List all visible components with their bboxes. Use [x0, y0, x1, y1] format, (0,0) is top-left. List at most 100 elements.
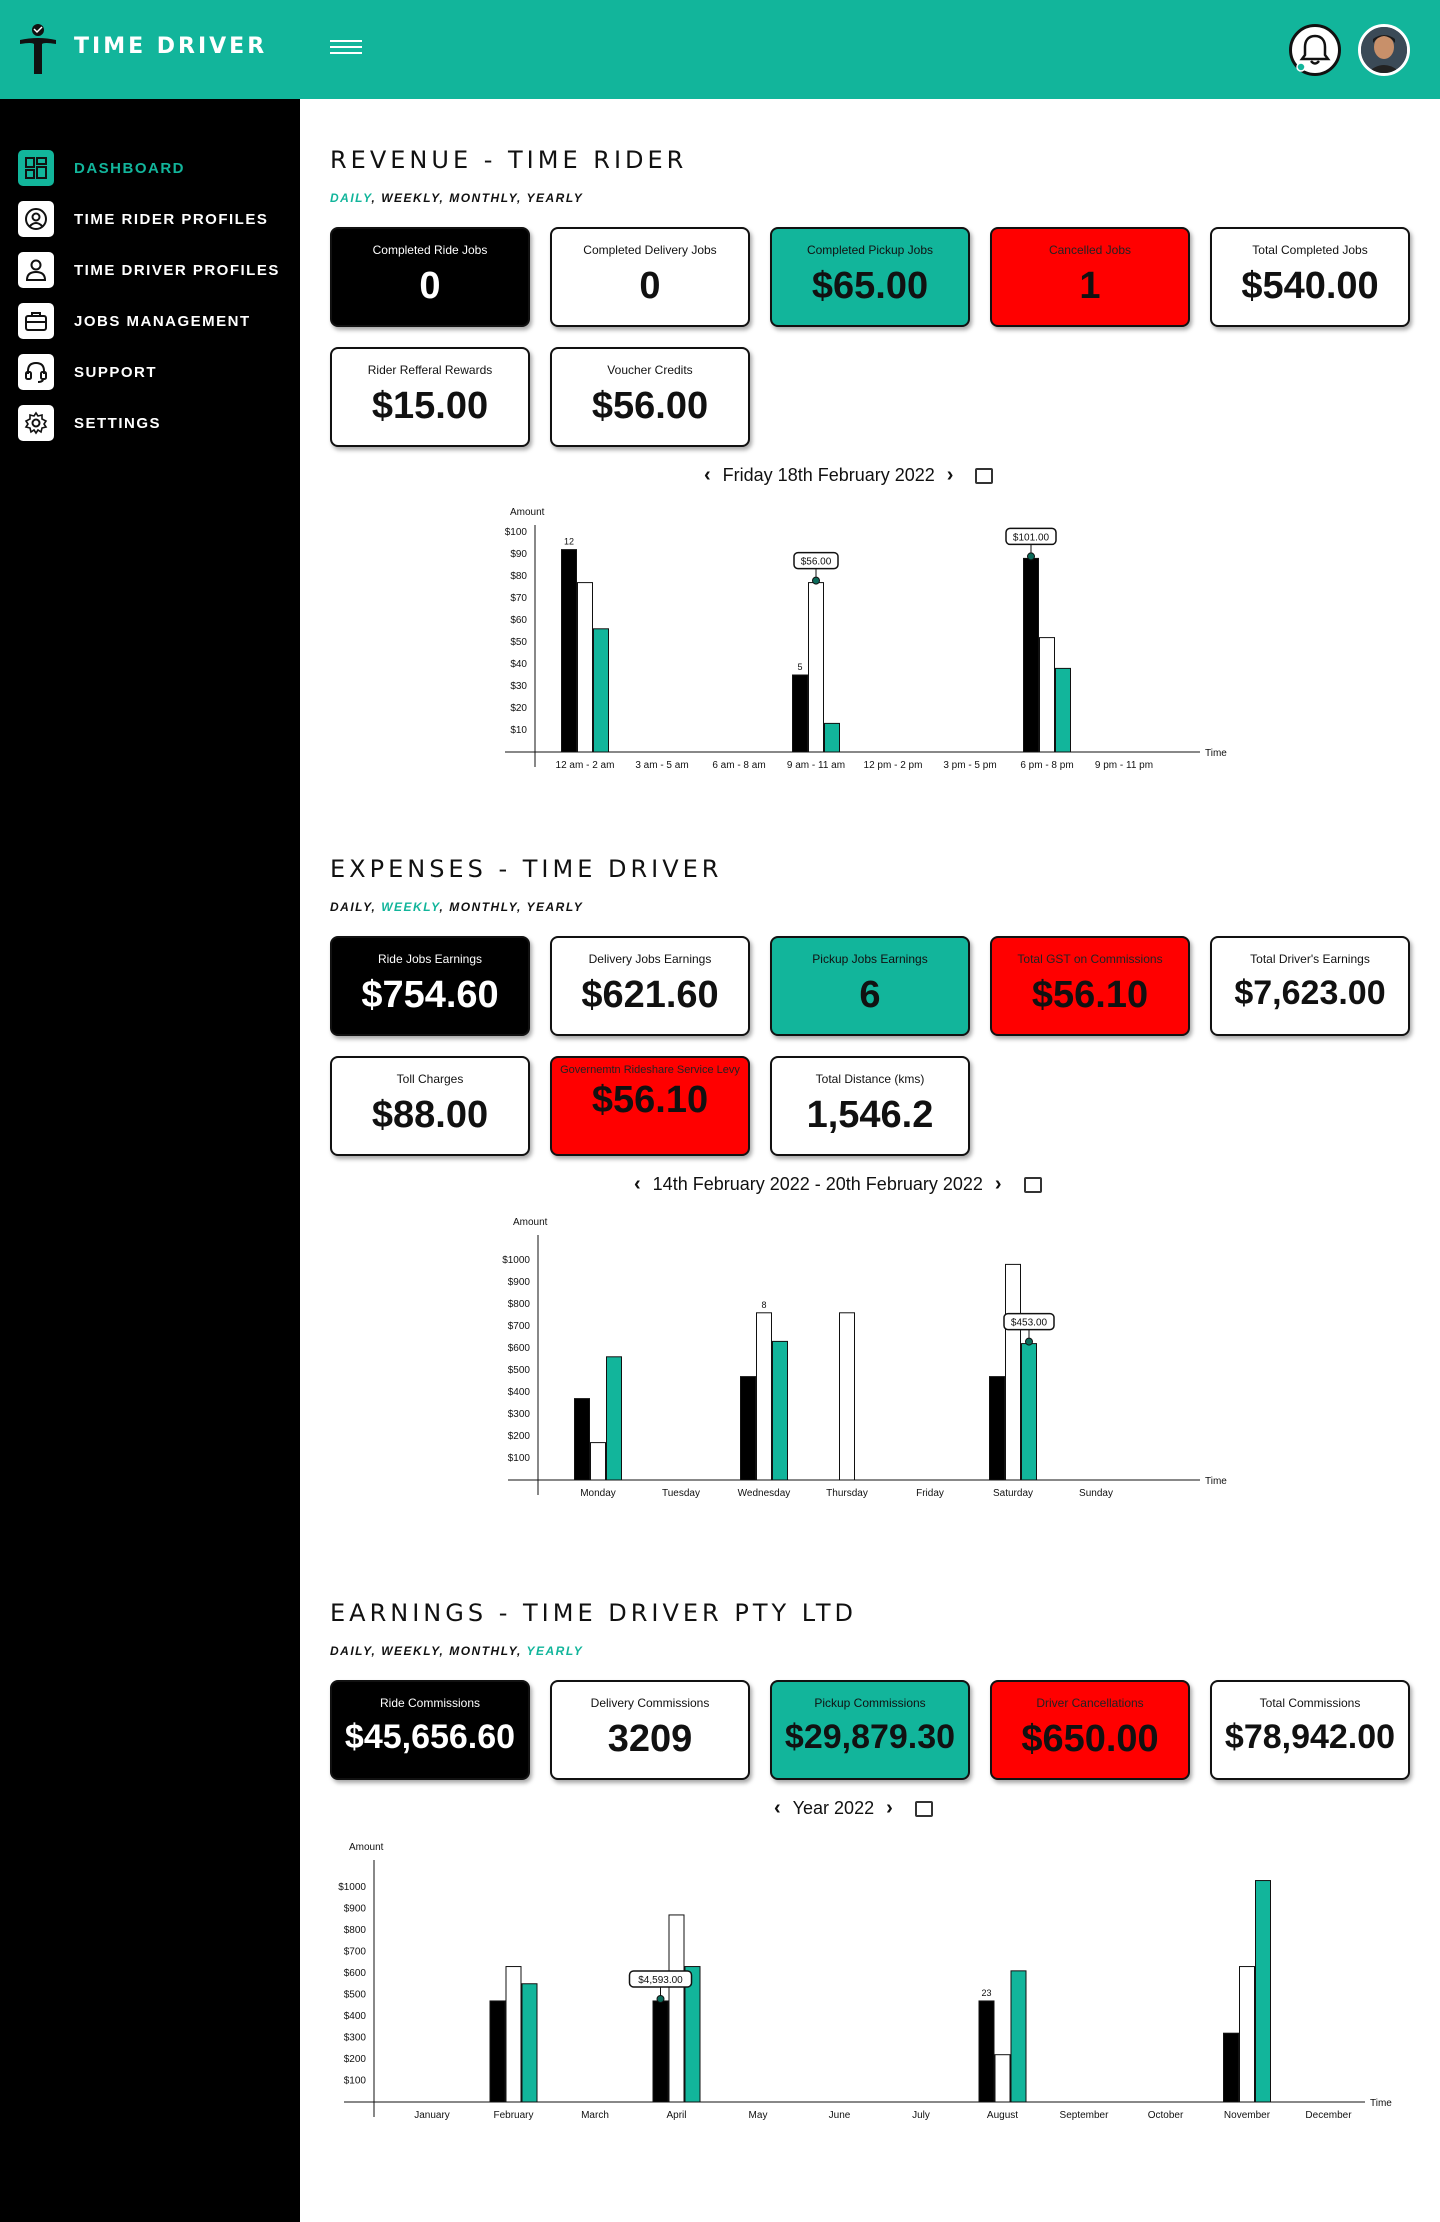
user-avatar[interactable] [1358, 24, 1410, 76]
prev-date-button[interactable]: ‹ [704, 464, 711, 486]
y-tick-label: $500 [344, 1990, 367, 2001]
prev-date-button[interactable]: ‹ [774, 1797, 781, 1819]
sidebar-item-time-rider-profiles[interactable]: TIME RIDER PROFILES [18, 201, 288, 237]
card-label: Driver Cancellations [1036, 1696, 1144, 1710]
hamburger-icon[interactable] [330, 40, 362, 58]
avatar-icon [1361, 27, 1407, 73]
x-tick-label: Monday [580, 1488, 616, 1499]
chart-bar [808, 582, 824, 753]
pickup-commissions-card[interactable]: Pickup Commissions $29,879.30 [770, 1680, 970, 1780]
period-daily[interactable]: DAILY [330, 900, 372, 914]
total-gst-commissions-card[interactable]: Total GST on Commissions $56.10 [990, 936, 1190, 1036]
completed-pickup-jobs-card[interactable]: Completed Pickup Jobs $65.00 [770, 227, 970, 327]
bell-icon [1296, 34, 1331, 72]
earnings-title: EARNINGS - TIME DRIVER PTY LTD [330, 1599, 857, 1627]
notification-button[interactable] [1289, 24, 1341, 76]
card-label: Completed Ride Jobs [372, 243, 488, 257]
card-value: 3209 [607, 1718, 693, 1760]
card-label: Voucher Credits [607, 363, 693, 377]
period-weekly[interactable]: WEEKLY [381, 191, 440, 205]
driver-cancellations-card[interactable]: Driver Cancellations $650.00 [990, 1680, 1190, 1780]
ride-jobs-earnings-card[interactable]: Ride Jobs Earnings $754.60 [330, 936, 530, 1036]
revenue-date-navigator: ‹ Friday 18th February 2022 › [692, 464, 994, 487]
card-label: Pickup Jobs Earnings [812, 952, 928, 966]
sidebar-item-label: SETTINGS [74, 414, 162, 432]
callout-label: $101.00 [1013, 532, 1050, 543]
chart-bar [505, 1966, 522, 2103]
card-value: $650.00 [1021, 1718, 1159, 1760]
pickup-jobs-earnings-card[interactable]: Pickup Jobs Earnings 6 [770, 936, 970, 1036]
period-yearly[interactable]: YEARLY [526, 191, 584, 205]
rider-referral-rewards-card[interactable]: Rider Refferal Rewards $15.00 [330, 347, 530, 447]
x-tick-label: November [1224, 2110, 1271, 2121]
card-label: Total Driver's Earnings [1250, 952, 1370, 966]
sidebar-item-jobs-management[interactable]: JOBS MANAGEMENT [18, 303, 288, 339]
x-tick-label: 3 am - 5 am [635, 760, 688, 771]
rideshare-service-levy-card[interactable]: Governemtn Rideshare Service Levy $56.10 [550, 1056, 750, 1156]
card-label: Pickup Commissions [814, 1696, 926, 1710]
calendar-icon[interactable] [1023, 1176, 1042, 1193]
sidebar-item-settings[interactable]: SETTINGS [18, 405, 288, 441]
card-label: Toll Charges [396, 1072, 464, 1086]
sidebar-item-dashboard[interactable]: DASHBOARD [18, 150, 288, 186]
sidebar-item-time-driver-profiles[interactable]: TIME DRIVER PROFILES [18, 252, 288, 288]
calendar-icon[interactable] [914, 1800, 933, 1817]
completed-ride-jobs-card[interactable]: Completed Ride Jobs 0 [330, 227, 530, 327]
next-date-button[interactable]: › [946, 464, 954, 486]
period-weekly[interactable]: WEEKLY [381, 1644, 440, 1658]
ride-commissions-card[interactable]: Ride Commissions $45,656.60 [330, 1680, 530, 1780]
user-icon [18, 252, 54, 288]
y-tick-label: $70 [510, 593, 527, 604]
revenue-date-label: Friday 18th February 2022 [722, 465, 935, 485]
callout-label: $453.00 [1011, 1318, 1048, 1329]
next-date-button[interactable]: › [886, 1797, 893, 1819]
sidebar-item-label: SUPPORT [74, 363, 158, 381]
period-daily[interactable]: DAILY [330, 191, 372, 205]
callout-box [793, 551, 839, 570]
y-tick-label: $600 [344, 1968, 367, 1979]
delivery-commissions-card[interactable]: Delivery Commissions 3209 [550, 1680, 750, 1780]
card-label: Ride Commissions [379, 1696, 481, 1710]
total-commissions-card[interactable]: Total Commissions $78,942.00 [1210, 1680, 1410, 1780]
y-tick-label: $900 [508, 1277, 531, 1288]
y-tick-label: $300 [344, 2033, 367, 2044]
next-date-button[interactable]: › [994, 1173, 1002, 1195]
y-tick-label: $50 [510, 637, 527, 648]
expenses-title: EXPENSES - TIME DRIVER [330, 855, 723, 883]
chart-bar [824, 722, 840, 753]
x-tick-label: 12 am - 2 am [556, 760, 615, 771]
prev-date-button[interactable]: ‹ [634, 1173, 641, 1195]
completed-delivery-jobs-card[interactable]: Completed Delivery Jobs 0 [550, 227, 750, 327]
callout-box [1003, 1312, 1055, 1331]
user-circle-icon [18, 201, 54, 237]
card-label: Total Distance (kms) [815, 1072, 925, 1086]
total-distance-card[interactable]: Total Distance (kms) 1,546.2 [770, 1056, 970, 1156]
x-tick-label: June [829, 2110, 851, 2121]
total-completed-jobs-card[interactable]: Total Completed Jobs $540.00 [1210, 227, 1410, 327]
period-daily[interactable]: DAILY [330, 1644, 372, 1658]
period-yearly[interactable]: YEARLY [526, 900, 584, 914]
chart-bar [574, 1398, 590, 1481]
total-drivers-earnings-card[interactable]: Total Driver's Earnings $7,623.00 [1210, 936, 1410, 1036]
x-tick-label: Saturday [993, 1488, 1033, 1499]
x-axis-label: Time [1205, 748, 1227, 759]
period-monthly[interactable]: MONTHLY [449, 1644, 518, 1658]
delivery-jobs-earnings-card[interactable]: Delivery Jobs Earnings $621.60 [550, 936, 750, 1036]
data-label: 5 [797, 662, 802, 672]
top-bar: TIME DRIVER [0, 0, 1440, 99]
card-label: Completed Pickup Jobs [806, 243, 934, 257]
cancelled-jobs-card[interactable]: Cancelled Jobs 1 [990, 227, 1190, 327]
chart-bar [740, 1376, 756, 1481]
x-tick-label: December [1305, 2110, 1352, 2121]
chart-bar [756, 1312, 772, 1481]
period-monthly[interactable]: MONTHLY [449, 900, 518, 914]
x-tick-label: 6 pm - 8 pm [1020, 760, 1073, 771]
voucher-credits-card[interactable]: Voucher Credits $56.00 [550, 347, 750, 447]
period-monthly[interactable]: MONTHLY [449, 191, 518, 205]
period-weekly[interactable]: WEEKLY [381, 900, 440, 914]
chart-bar [561, 549, 577, 753]
period-yearly[interactable]: YEARLY [526, 1644, 584, 1658]
calendar-icon[interactable] [975, 467, 994, 484]
sidebar-item-support[interactable]: SUPPORT [18, 354, 288, 390]
toll-charges-card[interactable]: Toll Charges $88.00 [330, 1056, 530, 1156]
